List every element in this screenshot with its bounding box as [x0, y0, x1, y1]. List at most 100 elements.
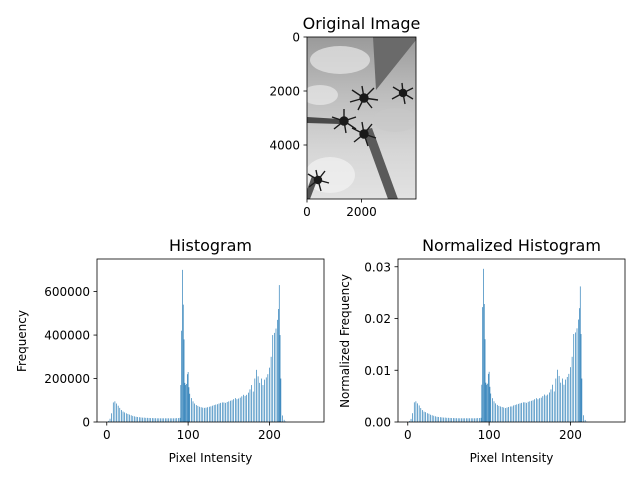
normalized-histogram-bar	[481, 385, 482, 422]
normalized-histogram-bar	[518, 404, 519, 422]
histogram-bar	[173, 418, 174, 422]
normalized-histogram-bar	[420, 408, 421, 422]
image-ytick-label: 4000	[269, 139, 300, 153]
histogram-bar	[220, 403, 221, 422]
normalized-histogram-bar	[482, 307, 483, 422]
histogram-bar	[201, 407, 202, 422]
histogram-bar	[126, 413, 127, 422]
histogram-bar	[219, 404, 220, 422]
histogram-ytick-label: 200000	[44, 372, 90, 386]
normalized-histogram-bar	[551, 389, 552, 422]
image-xtick-label: 0	[303, 205, 311, 219]
normalized-histogram-bar	[520, 403, 521, 422]
histogram-bar	[178, 418, 179, 422]
histogram-bar	[167, 418, 168, 422]
normalized-histogram-bar	[513, 405, 514, 422]
normalized-histogram-ytick-label: 0.03	[364, 260, 391, 274]
histogram-bar	[123, 412, 124, 422]
histogram-bar	[124, 412, 125, 422]
histogram-bar	[162, 418, 163, 422]
image-ytick-label: 2000	[269, 85, 300, 99]
normalized-histogram-bar	[507, 408, 508, 422]
histogram-bar	[225, 403, 226, 422]
histogram-bar	[139, 417, 140, 422]
histogram-bar	[132, 416, 133, 422]
normalized-histogram-bar	[560, 383, 561, 422]
normalized-histogram-bar	[583, 415, 584, 422]
histogram-bar	[237, 399, 238, 422]
normalized-histogram-bar	[461, 418, 462, 422]
normalized-histogram-bar	[432, 415, 433, 422]
histogram-bar	[110, 419, 111, 422]
histogram-bar	[149, 418, 150, 422]
normalized-histogram-bar	[499, 406, 500, 422]
histogram-bar	[185, 383, 186, 422]
histogram-frame	[97, 259, 324, 422]
normalized-histogram-bar	[463, 418, 464, 422]
histogram-bar	[193, 401, 194, 422]
histogram-bar	[206, 408, 207, 422]
histogram-ytick-label: 600000	[44, 285, 90, 299]
normalized-histogram-bar	[479, 418, 480, 422]
normalized-histogram-bar	[471, 418, 472, 422]
normalized-histogram-bar	[458, 418, 459, 422]
histogram-bar	[217, 404, 218, 422]
histogram-bar	[233, 399, 234, 422]
histogram-bar	[269, 368, 270, 422]
normalized-histogram-bar	[572, 357, 573, 422]
histogram-bar	[272, 335, 273, 422]
histogram-bar	[222, 402, 223, 422]
histogram-bar	[281, 379, 282, 422]
histogram-bar	[253, 392, 254, 422]
normalized-histogram-bar	[476, 418, 477, 422]
histogram-bar	[136, 417, 137, 422]
normalized-histogram-bar	[536, 398, 537, 422]
histogram-bar	[159, 418, 160, 422]
normalized-histogram-bar	[438, 417, 439, 422]
normalized-histogram-axes: Normalized Histogram 0 100 2000.000.010.02…	[338, 236, 625, 465]
normalized-histogram-bar	[422, 410, 423, 422]
normalized-histogram-bar	[450, 418, 451, 422]
normalized-histogram-bar	[425, 412, 426, 422]
histogram-bar	[121, 410, 122, 422]
normalized-histogram-bar	[579, 308, 580, 422]
histogram-bar	[180, 385, 181, 422]
normalized-histogram-bar	[486, 383, 487, 422]
histogram-xlabel: Pixel Intensity	[169, 451, 253, 465]
normalized-histogram-bar	[443, 418, 444, 422]
normalized-histogram-bar	[562, 379, 563, 422]
histogram-bar	[116, 404, 117, 422]
normalized-histogram-bar	[469, 418, 470, 422]
histogram-bar	[212, 406, 213, 422]
normalized-histogram-bar	[554, 391, 555, 422]
image-picture	[302, 37, 417, 199]
normalized-histogram-bar	[578, 320, 579, 422]
histogram-ylabel: Frequency	[15, 310, 29, 372]
histogram-bar	[189, 387, 190, 422]
normalized-histogram-bar	[437, 417, 438, 422]
histogram-ytick-label: 400000	[44, 329, 90, 343]
normalized-histogram-bar	[492, 398, 493, 422]
normalized-histogram-bar	[523, 402, 524, 422]
normalized-histogram-bar	[538, 399, 539, 422]
normalized-histogram-xtick-label: 100	[478, 428, 501, 442]
histogram-bar	[163, 418, 164, 422]
histogram-bar	[241, 396, 242, 422]
normalized-histogram-xtick-label: 0	[404, 428, 412, 442]
normalized-histogram-bar	[534, 399, 535, 422]
histogram-bar	[207, 407, 208, 422]
histogram-bar	[170, 418, 171, 422]
normalized-histogram-bar	[419, 405, 420, 422]
normalized-histogram-bar	[531, 401, 532, 422]
histogram-bar	[264, 380, 265, 422]
histogram-bar	[165, 418, 166, 422]
histogram-xtick-label: 200	[258, 428, 281, 442]
histogram-bar	[180, 418, 181, 422]
normalized-histogram-bar	[570, 367, 571, 422]
histogram-bar	[194, 404, 195, 422]
histogram-bar	[204, 408, 205, 422]
normalized-histogram-bar	[581, 334, 582, 422]
normalized-histogram-bar	[505, 408, 506, 422]
image-ytick-label: 0	[292, 31, 300, 45]
normalized-histogram-bar	[533, 400, 534, 422]
